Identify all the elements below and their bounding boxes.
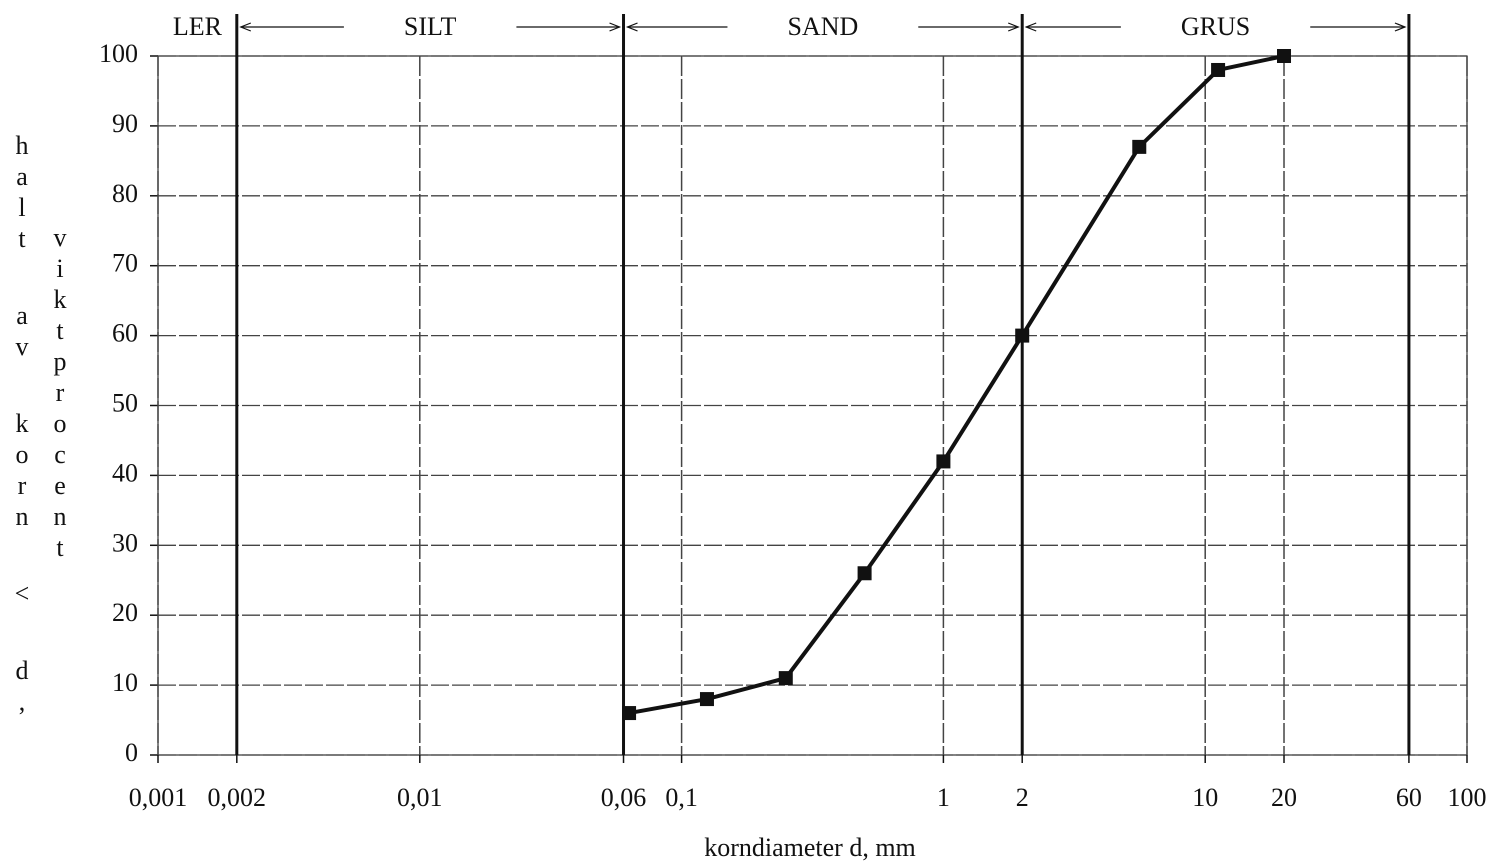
data-point — [778, 671, 793, 686]
x-tick-label: 0,06 — [601, 783, 647, 812]
y-tick-label: 20 — [112, 598, 138, 627]
data-point — [1015, 328, 1030, 343]
x-tick-label: 10 — [1192, 783, 1218, 812]
y-tick-label: 10 — [112, 668, 138, 697]
x-tick-label: 0,001 — [129, 783, 188, 812]
zone-label: SAND — [787, 12, 858, 41]
zone-label: SILT — [404, 12, 457, 41]
y-tick-label: 50 — [112, 388, 138, 417]
y-tick-label: 70 — [112, 249, 138, 278]
data-point — [1132, 139, 1147, 154]
data-line — [628, 54, 1285, 716]
x-tick-label: 0,1 — [665, 783, 698, 812]
y-tick-label: 30 — [112, 528, 138, 557]
y-tick-label: 90 — [112, 109, 138, 138]
x-tick-label: 0,01 — [397, 783, 443, 812]
x-tick-label: 100 — [1448, 783, 1487, 812]
zone-label: LER — [173, 12, 223, 41]
x-tick-label: 0,002 — [208, 783, 267, 812]
y-tick-label: 80 — [112, 179, 138, 208]
x-axis-label: korndiameter d, mm — [704, 833, 916, 862]
y-tick-label: 100 — [99, 39, 138, 68]
y-tick-label: 0 — [125, 738, 138, 767]
x-tick-label: 1 — [937, 783, 950, 812]
data-point — [857, 566, 872, 581]
data-point — [622, 706, 637, 721]
data-point — [1277, 49, 1292, 63]
y-tick-label: 60 — [112, 319, 138, 348]
data-point — [699, 692, 714, 707]
data-point — [1211, 62, 1226, 77]
x-tick-label: 60 — [1396, 783, 1422, 812]
y-tick-label: 40 — [112, 458, 138, 487]
data-point — [936, 454, 951, 469]
x-tick-label: 20 — [1271, 783, 1297, 812]
zone-label: GRUS — [1181, 12, 1250, 41]
x-tick-label: 2 — [1016, 783, 1029, 812]
